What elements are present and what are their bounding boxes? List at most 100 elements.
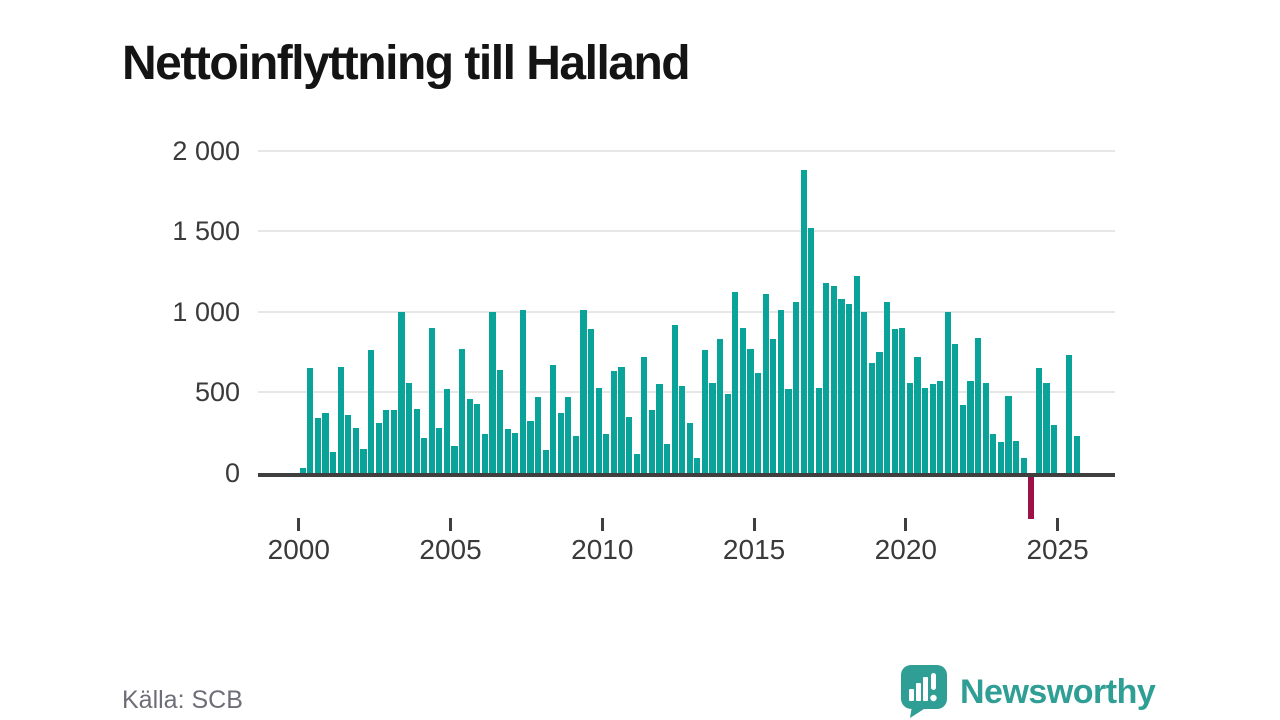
bar (921, 387, 929, 473)
bar (861, 311, 868, 473)
bar (1020, 458, 1027, 473)
bar (466, 398, 473, 473)
bar (588, 329, 595, 473)
bar (800, 169, 807, 473)
y-tick-label: 0 (224, 458, 240, 488)
bar (679, 385, 686, 473)
bar (474, 403, 481, 473)
bar (883, 302, 891, 473)
x-tick-mark (1056, 518, 1060, 531)
x-tick-label: 2020 (874, 534, 937, 565)
x-tick-mark (449, 518, 453, 531)
bar (1050, 424, 1058, 473)
bar (512, 432, 519, 473)
speech-bubble-bar-chart-icon (901, 665, 947, 718)
x-tick-mark (752, 518, 756, 531)
bar (1005, 395, 1012, 473)
bar (830, 285, 838, 473)
bar (823, 282, 830, 473)
bar (929, 384, 936, 473)
bar (299, 468, 306, 473)
bar (717, 339, 724, 473)
bar (914, 356, 921, 473)
bar (383, 410, 390, 473)
bar (595, 387, 602, 473)
bar (390, 410, 397, 473)
x-tick-label: 2010 (571, 534, 634, 565)
bar (686, 423, 693, 473)
bar (975, 337, 982, 473)
x-tick-mark (297, 518, 301, 531)
bar (375, 423, 382, 473)
y-tick-label: 1 500 (172, 216, 240, 247)
bar (534, 397, 542, 473)
bar (527, 421, 534, 473)
bar (785, 389, 792, 473)
gridline (258, 391, 1115, 394)
source-note: Källa: SCB (122, 686, 243, 714)
bar (481, 434, 488, 473)
newsworthy-logo: Newsworthy (901, 665, 1156, 719)
bar (846, 303, 853, 473)
bar (413, 408, 420, 473)
bar (899, 327, 906, 473)
bar (815, 387, 822, 473)
y-tick-label: 2 000 (172, 135, 240, 166)
bar (997, 442, 1004, 473)
bar (367, 350, 375, 473)
page-title: Nettoinflyttning till Halland (122, 37, 691, 91)
bar (443, 389, 451, 473)
bar (421, 437, 428, 473)
bar (770, 339, 777, 473)
x-tick-label: 2005 (419, 534, 482, 565)
bar (322, 413, 329, 473)
bar (330, 452, 337, 473)
gridline (258, 149, 1115, 152)
bar (853, 276, 860, 473)
bar (307, 368, 314, 473)
bar (314, 418, 322, 473)
bar (663, 443, 671, 473)
bar (345, 414, 352, 473)
bar (610, 371, 617, 473)
bar (557, 413, 564, 473)
bar (542, 450, 549, 473)
bar (1035, 368, 1042, 473)
x-axis-line (258, 473, 1115, 477)
bar (436, 427, 443, 473)
bar (519, 310, 526, 473)
bar (1043, 382, 1050, 473)
bar (906, 382, 913, 473)
bar (990, 434, 997, 473)
bar (739, 327, 746, 473)
bar (982, 382, 989, 473)
bar (891, 329, 898, 473)
bar (565, 397, 572, 473)
bar (352, 427, 359, 473)
bar (504, 429, 511, 473)
bar (694, 458, 701, 473)
bar (489, 311, 496, 473)
bar (580, 310, 587, 473)
bar (838, 298, 845, 473)
bar (405, 382, 413, 473)
bar (1073, 435, 1080, 473)
bar (967, 381, 974, 473)
x-tick-label: 2015 (722, 534, 786, 565)
bar (732, 292, 739, 473)
bar (959, 405, 967, 473)
bar (808, 227, 815, 473)
bar (701, 350, 709, 473)
bar (754, 373, 762, 473)
bar (747, 348, 754, 473)
bar (337, 366, 344, 473)
bar (937, 381, 944, 473)
bar (656, 384, 663, 473)
bar (428, 327, 435, 473)
bar (762, 294, 769, 473)
bar (868, 363, 875, 473)
bar (633, 453, 640, 473)
bar (618, 366, 625, 473)
x-tick-label: 2025 (1026, 534, 1089, 565)
